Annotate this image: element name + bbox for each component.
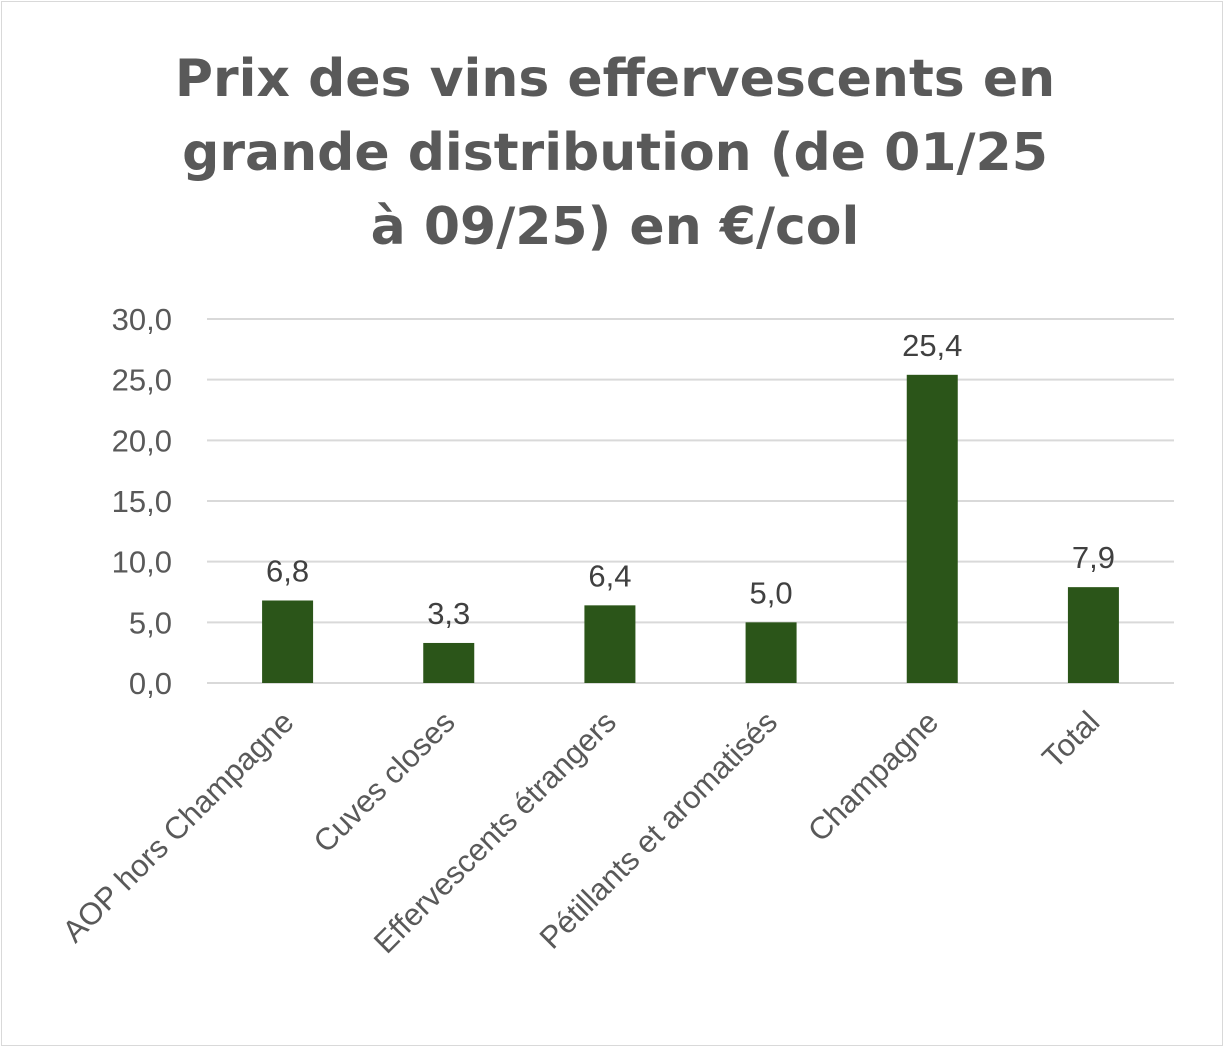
data-label-4: 25,4 xyxy=(902,328,962,363)
y-tick-label-0: 0,0 xyxy=(129,666,172,701)
y-tick-label-5: 25,0 xyxy=(112,363,172,398)
chart-title-line-3: à 09/25) en €/col xyxy=(370,197,860,257)
category-label-5: Total xyxy=(1035,704,1106,775)
bar-3 xyxy=(745,622,797,683)
chart-title-line-2: grande distribution (de 01/25 xyxy=(182,123,1048,183)
category-label-0: AOP hors Champagne xyxy=(56,704,301,949)
y-tick-label-2: 10,0 xyxy=(112,545,172,580)
category-label-4: Champagne xyxy=(801,704,945,848)
data-label-3: 5,0 xyxy=(750,575,793,610)
bar-2 xyxy=(584,605,636,683)
data-label-2: 6,4 xyxy=(588,558,631,593)
y-tick-label-4: 20,0 xyxy=(112,423,172,458)
chart-title-line-1: Prix des vins effervescents en xyxy=(174,49,1056,109)
y-tick-label-1: 5,0 xyxy=(129,605,172,640)
bar-0 xyxy=(262,600,314,683)
category-label-1: Cuves closes xyxy=(307,704,462,859)
data-label-1: 3,3 xyxy=(427,596,470,631)
bar-4 xyxy=(906,374,958,683)
bar-5 xyxy=(1067,587,1119,683)
y-tick-label-3: 15,0 xyxy=(112,484,172,519)
data-label-5: 7,9 xyxy=(1072,540,1115,575)
chart-title: Prix des vins effervescents en grande di… xyxy=(42,42,1188,264)
y-tick-label-6: 30,0 xyxy=(112,302,172,337)
bar-1 xyxy=(423,642,475,683)
data-label-0: 6,8 xyxy=(266,553,309,588)
